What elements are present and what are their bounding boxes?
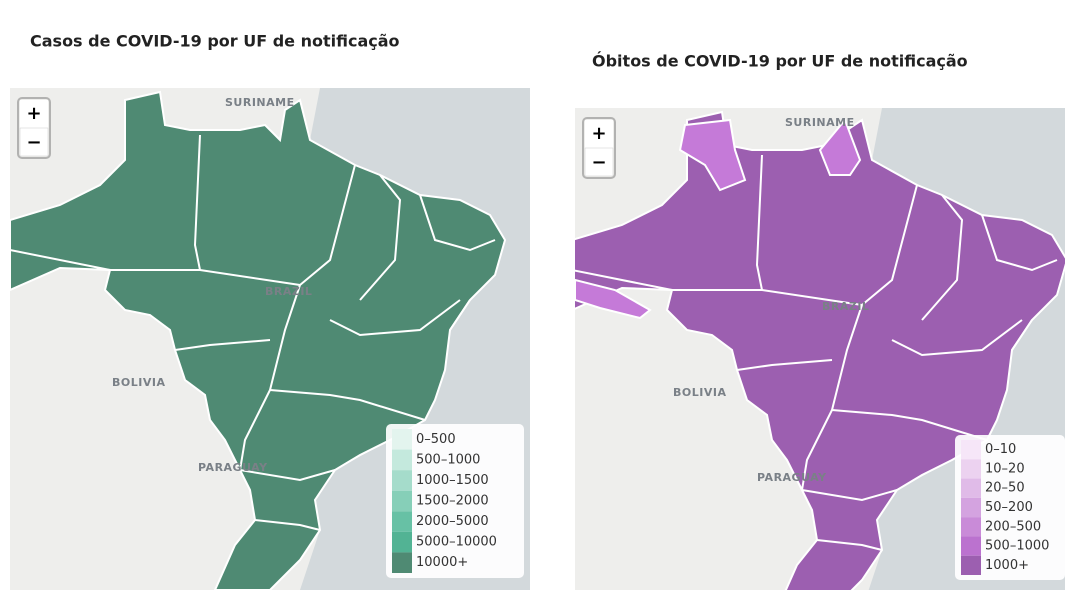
state-border: [449, 299, 471, 331]
state-border: [359, 174, 402, 301]
state-border: [736, 359, 833, 371]
country-label: BOLIVIA: [673, 386, 726, 399]
state-border: [174, 339, 271, 351]
legend-swatch: [961, 478, 981, 498]
legend-label: 5000–10000: [416, 535, 497, 550]
state-border: [254, 519, 321, 531]
state: [575, 278, 652, 320]
state-border: [329, 299, 461, 337]
zoom-out-button[interactable]: [584, 147, 614, 177]
legend-swatch: [392, 470, 412, 491]
map: SURINAME BRAZIL BOLIVIA PARAGUAY: [10, 88, 530, 590]
legend-label: 1000–1500: [416, 473, 489, 488]
legend-swatch: [392, 449, 412, 471]
legend-swatch: [961, 440, 981, 460]
state-border: [801, 489, 898, 502]
state: [818, 118, 862, 176]
state-border: [755, 154, 763, 291]
legend-label: 500–1000: [416, 452, 480, 467]
state-border: [419, 194, 496, 252]
state-border: [981, 214, 1058, 272]
legend-swatch: [392, 552, 412, 573]
zoom-in[interactable]: +: [591, 123, 606, 144]
legend-swatch: [961, 497, 981, 518]
zoom-out-button[interactable]: [19, 127, 49, 157]
legend-swatch: [392, 429, 412, 450]
country-label: BRAZIL: [822, 300, 869, 313]
country-label: BOLIVIA: [112, 376, 165, 389]
legend-swatch: [392, 531, 412, 553]
state-border: [299, 164, 356, 286]
country-label: PARAGUAY: [757, 471, 827, 484]
zoom-box: [17, 97, 51, 159]
state-border: [1011, 319, 1033, 351]
zoom-box: [582, 117, 616, 179]
legend-label: 200–500: [985, 519, 1041, 534]
zoom-out[interactable]: −: [591, 152, 606, 173]
country-label: SURINAME: [225, 96, 295, 109]
legend-swatch: [961, 555, 981, 575]
state: [678, 118, 747, 192]
legend-label: 1000+: [985, 558, 1029, 573]
legend-swatch: [961, 517, 981, 537]
legend-label: 500–1000: [985, 539, 1049, 554]
state-border: [193, 134, 201, 271]
state-border: [891, 319, 1023, 357]
zoom-control: +−: [582, 117, 616, 179]
legend-label: 1500–2000: [416, 494, 489, 509]
zoom-in-button[interactable]: [585, 120, 613, 148]
legend-box: [955, 435, 1065, 580]
legend-swatch: [961, 536, 981, 556]
zoom-in-button[interactable]: [20, 100, 48, 128]
state-border: [816, 539, 883, 551]
legend-box: [386, 424, 524, 578]
legend: 0–500 500–1000 1000–1500 1500–2000 2000–5000…: [386, 424, 524, 578]
country-label: PARAGUAY: [198, 461, 268, 474]
legend-label: 10–20: [985, 461, 1025, 476]
panel-title: Óbitos de COVID-19 por UF de notificação: [592, 52, 968, 71]
state-border: [575, 269, 863, 306]
legend-label: 2000–5000: [416, 514, 489, 529]
state-border: [921, 194, 964, 321]
state-border: [269, 389, 426, 421]
country-label: SURINAME: [785, 116, 855, 129]
panel-title: Casos de COVID-19 por UF de notificação: [30, 32, 400, 51]
legend-label: 10000+: [416, 555, 468, 570]
state-border: [10, 249, 301, 286]
legend: 0–10 10–20 20–50 50–200 200–500 500–1000 1000+: [955, 435, 1065, 580]
legend-label: 0–500: [416, 432, 456, 447]
state-border: [239, 469, 336, 482]
legend-swatch: [392, 511, 412, 532]
legend-label: 20–50: [985, 481, 1025, 496]
zoom-out[interactable]: −: [26, 132, 41, 153]
legend-swatch: [961, 459, 981, 479]
zoom-in[interactable]: +: [26, 103, 41, 124]
legend-label: 50–200: [985, 500, 1033, 515]
country-label: BRAZIL: [265, 285, 312, 298]
zoom-control: +−: [17, 97, 51, 159]
legend-swatch: [392, 490, 412, 512]
state-border: [831, 409, 988, 441]
legend-label: 0–10: [985, 442, 1016, 457]
state-border: [861, 184, 918, 306]
